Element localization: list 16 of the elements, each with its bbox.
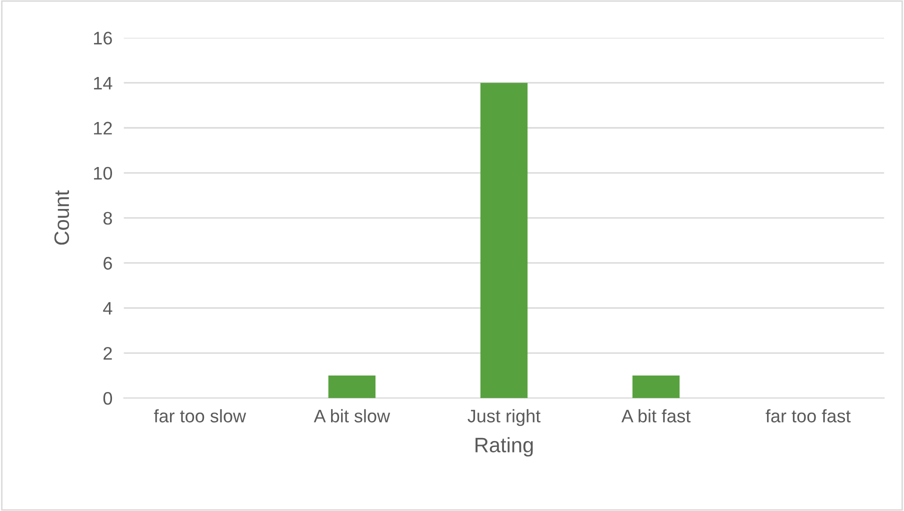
y-axis-title: Count <box>54 190 70 245</box>
y-tick-label: 0 <box>103 392 112 405</box>
x-tick-label: Just right <box>468 409 540 426</box>
y-tick-label: 4 <box>103 302 112 315</box>
y-tick-label: 12 <box>94 122 112 134</box>
y-tick-label: 16 <box>94 32 112 45</box>
x-tick-label: A bit fast <box>621 409 691 422</box>
y-tick-label: 8 <box>103 212 112 225</box>
y-tick-label: 14 <box>94 76 112 90</box>
y-tick-label: 10 <box>94 166 112 180</box>
x-tick-label: far too slow <box>154 409 246 422</box>
x-tick-label: A bit slow <box>314 409 390 422</box>
x-tick-label: far too fast <box>766 409 851 422</box>
y-tick-label: 2 <box>104 346 112 360</box>
x-axis-title: Rating <box>476 437 533 457</box>
y-tick-label: 6 <box>104 256 112 270</box>
